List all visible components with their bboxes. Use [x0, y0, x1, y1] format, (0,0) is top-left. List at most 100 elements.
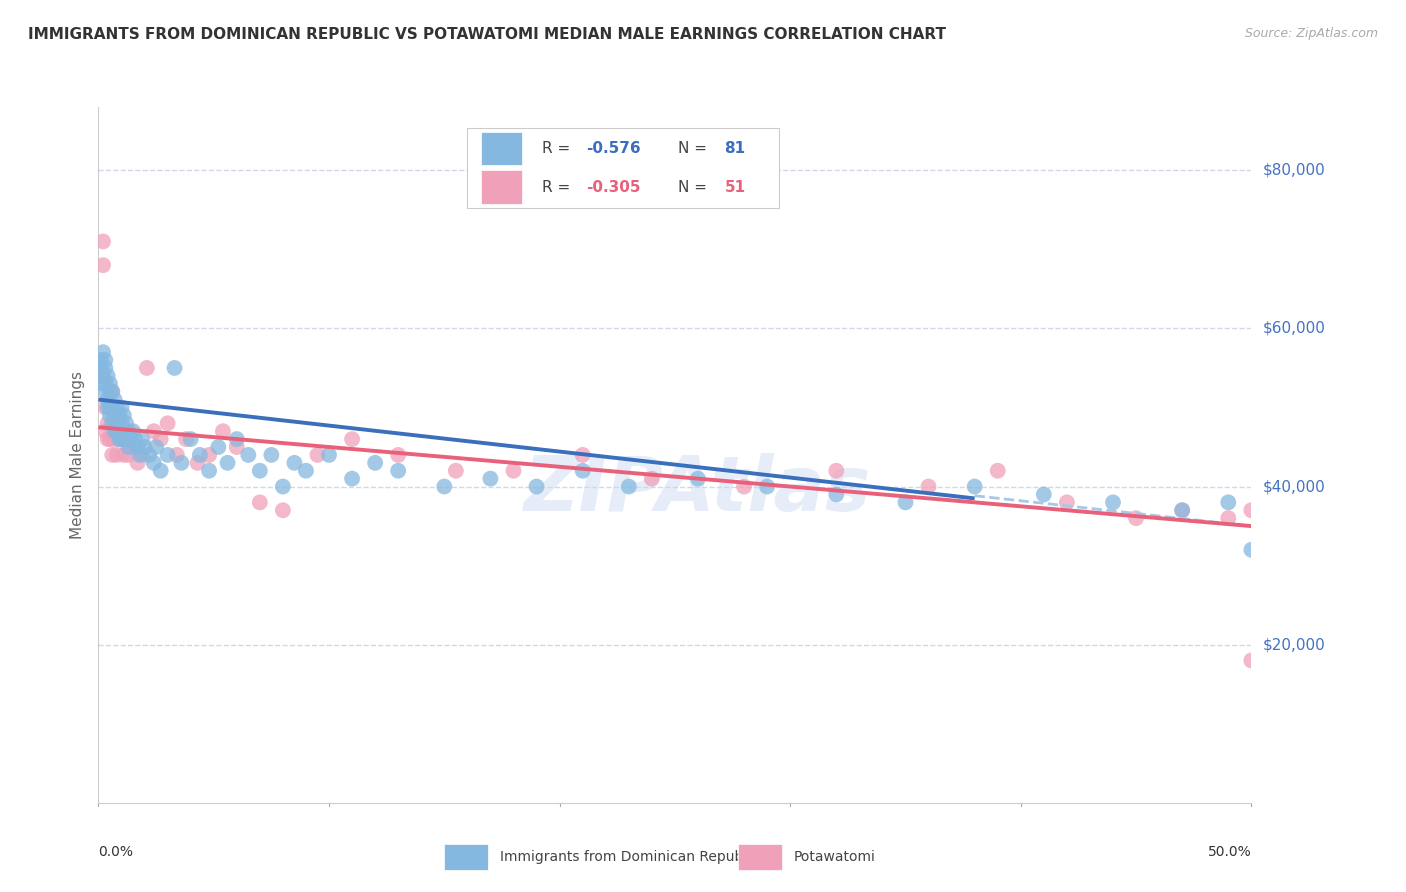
Point [94, 424, 117, 438]
Point [105, 448, 128, 462]
Point [97, 432, 120, 446]
Point [249, 464, 271, 478]
Point [207, 440, 229, 454]
Point [198, 464, 221, 478]
Point [98, 384, 121, 399]
Point [571, 448, 593, 462]
Point [105, 424, 128, 438]
FancyBboxPatch shape [481, 132, 522, 166]
Point [98, 432, 121, 446]
Point [103, 424, 125, 438]
Point [101, 401, 124, 415]
Point [271, 479, 294, 493]
Point [129, 448, 152, 462]
Point [122, 424, 145, 438]
Point [502, 464, 524, 478]
Point [1102, 495, 1125, 509]
Point [225, 432, 247, 446]
FancyBboxPatch shape [481, 170, 522, 203]
Point [170, 456, 193, 470]
Point [238, 448, 260, 462]
Point [756, 479, 779, 493]
Point [135, 361, 157, 376]
Point [825, 487, 848, 501]
Point [105, 401, 128, 415]
Point [180, 432, 202, 446]
Point [1218, 511, 1240, 525]
Point [149, 464, 172, 478]
Point [101, 384, 124, 399]
Point [97, 368, 120, 383]
Point [917, 479, 939, 493]
Text: 0.0%: 0.0% [98, 845, 134, 858]
Point [444, 464, 467, 478]
Point [115, 417, 138, 431]
Point [110, 401, 132, 415]
Point [108, 409, 131, 423]
Point [318, 448, 340, 462]
Text: 50.0%: 50.0% [1208, 845, 1251, 858]
Point [295, 464, 318, 478]
Point [110, 432, 132, 446]
Point [112, 448, 135, 462]
Point [1218, 495, 1240, 509]
Point [108, 432, 131, 446]
Point [225, 440, 247, 454]
Point [340, 432, 363, 446]
Point [526, 479, 548, 493]
Point [101, 417, 124, 431]
Point [97, 401, 120, 415]
Point [894, 495, 917, 509]
Point [134, 440, 156, 454]
Point [617, 479, 640, 493]
Point [127, 440, 149, 454]
Point [91, 235, 114, 249]
Point [103, 392, 125, 407]
Point [94, 401, 117, 415]
Point [91, 258, 114, 272]
Point [105, 417, 128, 431]
Point [187, 456, 209, 470]
Point [142, 456, 165, 470]
Point [571, 464, 593, 478]
Point [105, 417, 128, 431]
Point [174, 432, 197, 446]
Text: -0.576: -0.576 [586, 141, 641, 156]
Point [145, 440, 167, 454]
Y-axis label: Median Male Earnings: Median Male Earnings [69, 371, 84, 539]
Point [479, 472, 502, 486]
Point [188, 448, 211, 462]
Point [98, 409, 121, 423]
Point [115, 432, 138, 446]
Text: IMMIGRANTS FROM DOMINICAN REPUBLIC VS POTAWATOMI MEDIAN MALE EARNINGS CORRELATIO: IMMIGRANTS FROM DOMINICAN REPUBLIC VS PO… [28, 27, 946, 42]
Point [112, 409, 135, 423]
Point [94, 353, 117, 368]
Point [686, 472, 709, 486]
Point [433, 479, 456, 493]
Text: $20,000: $20,000 [1263, 637, 1326, 652]
Point [131, 448, 153, 462]
Point [112, 424, 135, 438]
Text: N =: N = [678, 141, 713, 156]
Point [1240, 503, 1263, 517]
Point [249, 495, 271, 509]
Point [90, 353, 112, 368]
Point [103, 409, 125, 423]
Point [98, 401, 121, 415]
Point [1171, 503, 1194, 517]
Point [124, 432, 146, 446]
Text: Potawatomi: Potawatomi [793, 850, 876, 864]
Point [122, 440, 145, 454]
Point [1032, 487, 1054, 501]
Text: ZIPAtlas: ZIPAtlas [524, 453, 872, 526]
Point [91, 376, 114, 391]
Point [963, 479, 986, 493]
Text: R =: R = [543, 179, 575, 194]
Point [987, 464, 1010, 478]
Point [117, 424, 139, 438]
Point [97, 417, 120, 431]
Point [98, 401, 121, 415]
Point [1171, 503, 1194, 517]
Point [149, 432, 172, 446]
Point [120, 432, 142, 446]
